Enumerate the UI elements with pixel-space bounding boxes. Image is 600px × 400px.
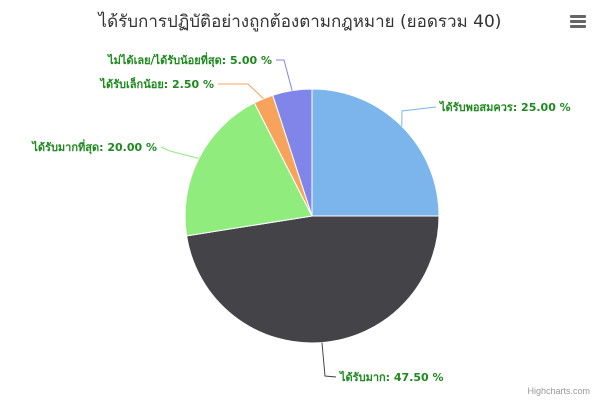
hamburger-menu-icon[interactable]	[566, 10, 590, 32]
slice-connector	[321, 342, 337, 378]
slice-label: ได้รับพอสมควร: 25.00 %	[438, 100, 571, 114]
slice-connector	[160, 146, 199, 159]
slice-connector	[218, 83, 264, 100]
credits-link[interactable]: Highcharts.com	[527, 386, 590, 396]
pie-slice[interactable]	[272, 88, 313, 217]
slice-label: ได้รับเล็กน้อย: 2.50 %	[98, 77, 214, 91]
pie-slice[interactable]	[311, 88, 440, 217]
pie-slice[interactable]	[185, 215, 440, 344]
slice-connector	[276, 59, 293, 91]
chart-title: ได้รับการปฏิบัติอย่างถูกต้องตามกฎหมาย (ย…	[98, 12, 502, 32]
slices-layer	[184, 88, 440, 344]
pie-slice[interactable]	[184, 102, 313, 237]
slice-label: ได้รับมากที่สุด: 20.00 %	[30, 139, 157, 155]
slice-connector	[401, 106, 437, 127]
connectors-layer	[160, 59, 437, 378]
slice-label: ไม่ได้เลย/ได้รับน้อยที่สุด: 5.00 %	[106, 52, 272, 68]
slice-label: ได้รับมาก: 47.50 %	[338, 370, 444, 384]
labels-layer: ได้รับพอสมควร: 25.00 % ได้รับมาก: 47.50 %…	[30, 52, 570, 384]
